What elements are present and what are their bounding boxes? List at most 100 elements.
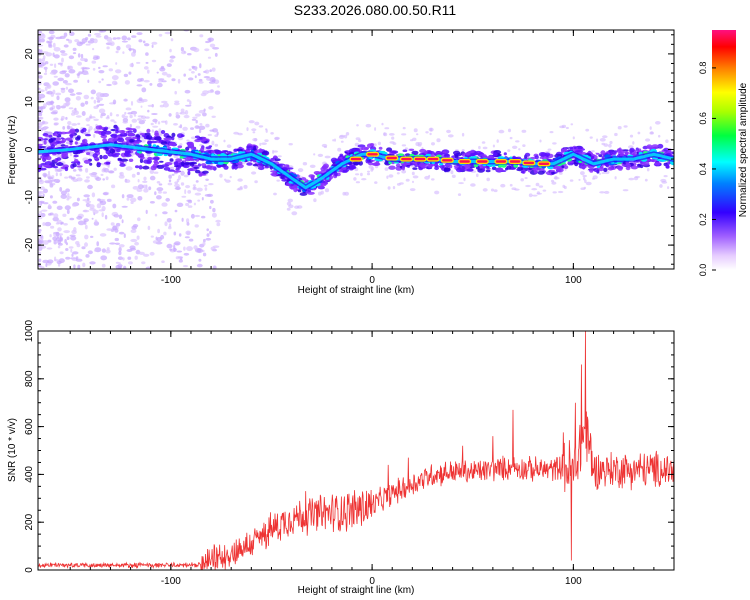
- noise-blob: [92, 209, 99, 214]
- noise-blob: [89, 116, 96, 119]
- noise-blob: [401, 169, 407, 174]
- noise-blob: [38, 44, 44, 47]
- noise-blob: [186, 231, 191, 236]
- band-blob: [208, 145, 213, 148]
- noise-blob: [161, 80, 167, 83]
- band-blob: [538, 152, 547, 157]
- band-blob: [453, 165, 459, 168]
- snr-series-area: [38, 331, 674, 570]
- noise-blob: [461, 149, 465, 152]
- noise-blob: [104, 214, 108, 220]
- noise-blob: [211, 212, 217, 218]
- noise-blob: [129, 63, 134, 68]
- band-blob: [115, 148, 121, 153]
- noise-blob: [115, 62, 118, 65]
- band-blob: [139, 133, 146, 136]
- band-blob: [429, 163, 433, 168]
- noise-blob: [114, 214, 119, 218]
- band-blob: [99, 126, 106, 130]
- noise-blob: [53, 117, 59, 121]
- band-blob: [211, 150, 215, 154]
- noise-blob: [158, 33, 163, 37]
- band-blob: [273, 158, 281, 162]
- band-blob: [60, 137, 64, 140]
- noise-blob: [509, 136, 513, 140]
- noise-blob: [628, 177, 635, 181]
- noise-blob: [592, 177, 595, 180]
- band-blob: [38, 146, 47, 148]
- noise-blob: [211, 79, 216, 82]
- noise-blob: [486, 177, 491, 182]
- noise-blob: [160, 65, 165, 70]
- band-blob: [139, 158, 144, 163]
- noise-blob: [174, 100, 180, 103]
- noise-blob: [531, 188, 538, 191]
- noise-blob: [209, 230, 212, 235]
- noise-blob: [166, 218, 172, 223]
- noise-blob: [264, 139, 269, 143]
- noise-blob: [54, 168, 58, 172]
- noise-blob: [198, 125, 206, 130]
- noise-blob: [86, 176, 90, 179]
- noise-blob: [446, 129, 451, 134]
- noise-blob: [85, 254, 90, 258]
- colorbar-tick-label: 0.2: [698, 213, 708, 226]
- band-blob: [63, 153, 69, 158]
- band-blob: [361, 146, 369, 151]
- noise-blob: [46, 40, 49, 44]
- band-blob: [442, 151, 447, 154]
- noise-blob: [47, 180, 53, 184]
- noise-blob: [38, 96, 42, 101]
- noise-blob: [237, 178, 243, 182]
- noise-blob: [169, 55, 176, 59]
- noise-blob: [53, 213, 59, 219]
- noise-blob: [353, 177, 357, 181]
- noise-blob: [205, 237, 212, 241]
- noise-blob: [55, 172, 58, 177]
- noise-blob: [49, 71, 57, 75]
- noise-blob: [355, 173, 360, 176]
- noise-blob: [90, 235, 94, 238]
- noise-blob: [186, 218, 190, 224]
- noise-blob: [80, 53, 84, 59]
- noise-blob: [134, 241, 140, 246]
- noise-blob: [147, 104, 154, 107]
- noise-blob: [125, 166, 133, 171]
- noise-blob: [476, 173, 479, 178]
- noise-blob: [272, 149, 275, 154]
- band-blob: [409, 148, 415, 151]
- band-blob: [200, 147, 205, 152]
- noise-blob: [291, 211, 298, 216]
- y-tick-label: 0: [24, 146, 35, 152]
- noise-blob: [118, 174, 125, 179]
- noise-blob: [122, 257, 125, 261]
- band-blob: [184, 161, 190, 165]
- noise-blob: [112, 99, 117, 105]
- band-blob: [561, 165, 565, 169]
- noise-blob: [170, 166, 175, 171]
- band-blob: [503, 152, 507, 156]
- noise-blob: [49, 107, 54, 111]
- band-blob: [595, 152, 600, 155]
- band-blob: [115, 126, 119, 132]
- noise-blob: [599, 191, 605, 194]
- noise-blob: [41, 51, 49, 54]
- noise-blob: [259, 142, 262, 146]
- noise-blob: [229, 175, 232, 179]
- band-blob: [83, 159, 91, 164]
- band-blob: [89, 162, 93, 166]
- noise-blob: [208, 106, 214, 110]
- noise-blob: [143, 188, 149, 193]
- noise-blob: [143, 253, 150, 257]
- band-blob: [598, 154, 603, 158]
- noise-blob: [188, 68, 192, 71]
- noise-blob: [96, 241, 99, 247]
- noise-blob: [68, 246, 74, 249]
- band-blob: [246, 162, 253, 166]
- noise-blob: [47, 176, 53, 179]
- noise-blob: [42, 240, 49, 245]
- noise-blob: [75, 174, 81, 177]
- noise-blob: [313, 198, 317, 203]
- band-blob: [52, 166, 59, 169]
- noise-blob: [97, 97, 103, 101]
